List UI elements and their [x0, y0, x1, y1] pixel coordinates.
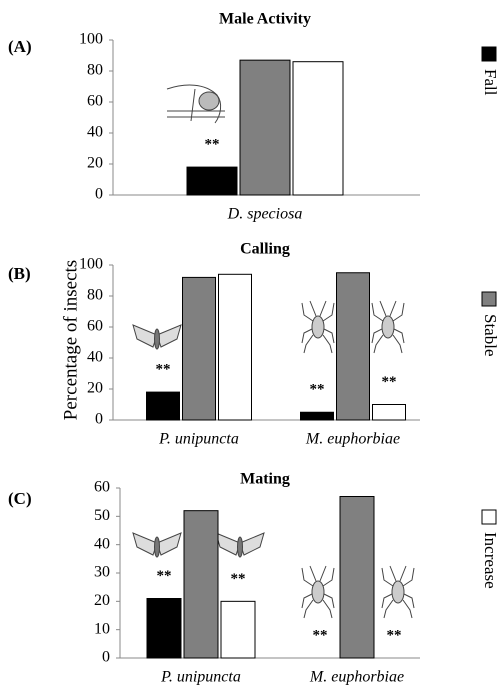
y-tick-label: 60 — [94, 479, 110, 496]
bar — [219, 274, 252, 420]
bar — [147, 599, 181, 659]
moth-icon — [216, 533, 264, 557]
annotation: ** — [156, 362, 171, 378]
annotation: ** — [205, 137, 220, 153]
bar — [240, 60, 290, 195]
aphid-icon — [372, 301, 404, 353]
moth-icon — [133, 533, 181, 557]
y-tick-label: 40 — [87, 349, 103, 366]
thorax — [199, 92, 219, 110]
bar — [147, 392, 180, 420]
body — [312, 581, 324, 603]
bar — [221, 601, 255, 658]
wasp-icon — [167, 85, 225, 123]
y-tick-label: 60 — [87, 93, 103, 110]
x-tick-label: M. euphorbiae — [309, 669, 404, 686]
annotation: ** — [157, 568, 172, 584]
y-tick-label: 20 — [87, 155, 103, 172]
bar — [187, 167, 237, 195]
y-axis-label: Percentage of insects — [60, 260, 81, 420]
x-tick-label: M. euphorbiae — [305, 431, 400, 448]
legend-swatch — [482, 47, 496, 61]
y-tick-label: 10 — [94, 620, 110, 637]
y-tick-label: 0 — [95, 411, 103, 428]
aphid-icon — [382, 566, 414, 618]
y-tick-label: 40 — [94, 535, 110, 552]
bar — [340, 497, 374, 659]
y-tick-label: 60 — [87, 318, 103, 335]
chart-title: Mating — [240, 471, 290, 488]
y-tick-label: 20 — [94, 592, 110, 609]
panel-label: (B) — [8, 264, 31, 283]
y-tick-label: 30 — [94, 564, 110, 581]
y-tick-label: 0 — [102, 649, 110, 666]
body — [392, 581, 404, 603]
body — [155, 329, 160, 349]
bar — [293, 62, 343, 195]
x-tick-label: D. speciosa — [227, 206, 303, 223]
y-tick-label: 50 — [94, 507, 110, 524]
annotation: ** — [382, 374, 397, 390]
aphid-icon — [302, 566, 334, 618]
annotation: ** — [231, 571, 246, 587]
chart-title: Male Activity — [219, 11, 311, 28]
body — [155, 537, 160, 557]
legend-label: Fall — [481, 69, 500, 96]
y-tick-label: 80 — [87, 287, 103, 304]
panel-label: (A) — [8, 37, 32, 56]
bar — [184, 511, 218, 658]
moth-icon — [133, 325, 181, 349]
body — [238, 537, 243, 557]
y-tick-label: 100 — [79, 31, 103, 48]
y-tick-label: 20 — [87, 380, 103, 397]
y-tick-label: 40 — [87, 124, 103, 141]
bar — [337, 273, 370, 420]
panel-label: (C) — [8, 489, 32, 508]
body — [382, 316, 394, 338]
bar — [373, 405, 406, 421]
legend-label: Increase — [481, 532, 500, 589]
x-tick-label: P. unipuncta — [160, 669, 241, 686]
annotation: ** — [313, 627, 328, 643]
bar — [301, 412, 334, 420]
legend-label: Stable — [481, 314, 500, 357]
annotation: ** — [310, 382, 325, 398]
annotation: ** — [387, 627, 402, 643]
figure: Percentage of insects Male Activity (A) 0 2… — [0, 0, 504, 692]
chart-title: Calling — [240, 241, 290, 258]
legend-swatch — [482, 510, 496, 524]
y-tick-label: 100 — [79, 256, 103, 273]
body — [312, 316, 324, 338]
legend-swatch — [482, 292, 496, 306]
x-tick-label: P. unipuncta — [158, 431, 239, 448]
bar — [183, 277, 216, 420]
y-tick-label: 80 — [87, 62, 103, 79]
y-tick-label: 0 — [95, 186, 103, 203]
aphid-icon — [302, 301, 334, 353]
